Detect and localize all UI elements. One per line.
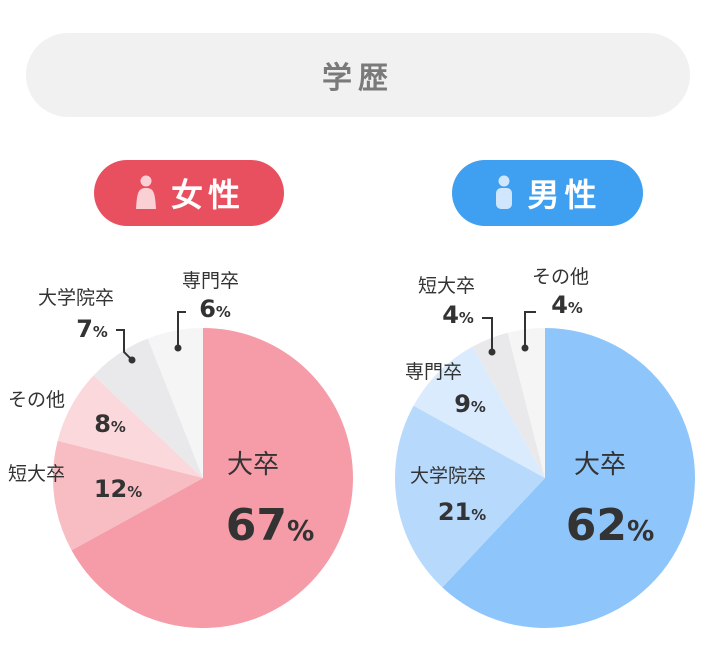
female-slice-3: [93, 338, 203, 478]
female-leader-line-3: [116, 329, 133, 361]
section-title: 学歴: [322, 61, 394, 96]
female-leader-dot-3: [128, 356, 136, 364]
male-value-label-0: 62%: [566, 500, 655, 551]
male-slice-1: [394, 405, 545, 588]
female-value-label-2: 8%: [94, 410, 126, 438]
female-leader-dot-4: [174, 344, 182, 352]
female-badge: 女性: [94, 160, 284, 226]
male-category-label-1: 大学院卒: [410, 465, 486, 487]
female-value-label-0: 67%: [226, 500, 315, 551]
female-slice-0: [71, 328, 353, 628]
male-value-label-4: 4%: [551, 291, 583, 319]
female-slice-2: [57, 375, 204, 478]
female-category-label-0: 大卒: [227, 450, 279, 480]
female-slice-4: [147, 328, 203, 478]
female-leader-line-4: [177, 311, 186, 348]
male-badge: 男性: [452, 160, 643, 226]
male-category-label-0: 大卒: [574, 450, 626, 480]
male-category-label-2: 専門卒: [405, 361, 462, 383]
male-value-label-2: 9%: [454, 390, 486, 418]
female-category-label-3: 大学院卒: [38, 287, 114, 309]
male-badge-label: 男性: [527, 176, 602, 214]
male-leader-line-4: [524, 311, 536, 348]
male-category-label-4: その他: [532, 266, 589, 288]
female-slice-1: [52, 440, 204, 551]
male-value-label-3: 4%: [442, 301, 474, 329]
section-header: 学歴: [26, 33, 690, 117]
male-leader-dot-3: [488, 348, 496, 356]
male-slice-2: [413, 346, 545, 478]
male-value-label-1: 21%: [438, 498, 486, 526]
female-category-label-4: 専門卒: [182, 270, 239, 292]
female-value-label-3: 7%: [76, 315, 108, 343]
female-category-label-2: その他: [8, 389, 65, 411]
male-slice-0: [442, 328, 695, 628]
female-value-label-1: 12%: [94, 475, 142, 503]
male-slice-4: [507, 328, 545, 478]
male-category-label-3: 短大卒: [418, 275, 475, 297]
male-leader-line-3: [482, 317, 493, 352]
female-category-label-1: 短大卒: [8, 463, 65, 485]
male-slice-3: [472, 332, 545, 478]
male-leader-dot-4: [521, 344, 529, 352]
male-person-icon: [493, 175, 515, 211]
female-value-label-4: 6%: [199, 295, 231, 323]
female-person-icon: [133, 175, 159, 211]
female-badge-label: 女性: [170, 176, 245, 214]
